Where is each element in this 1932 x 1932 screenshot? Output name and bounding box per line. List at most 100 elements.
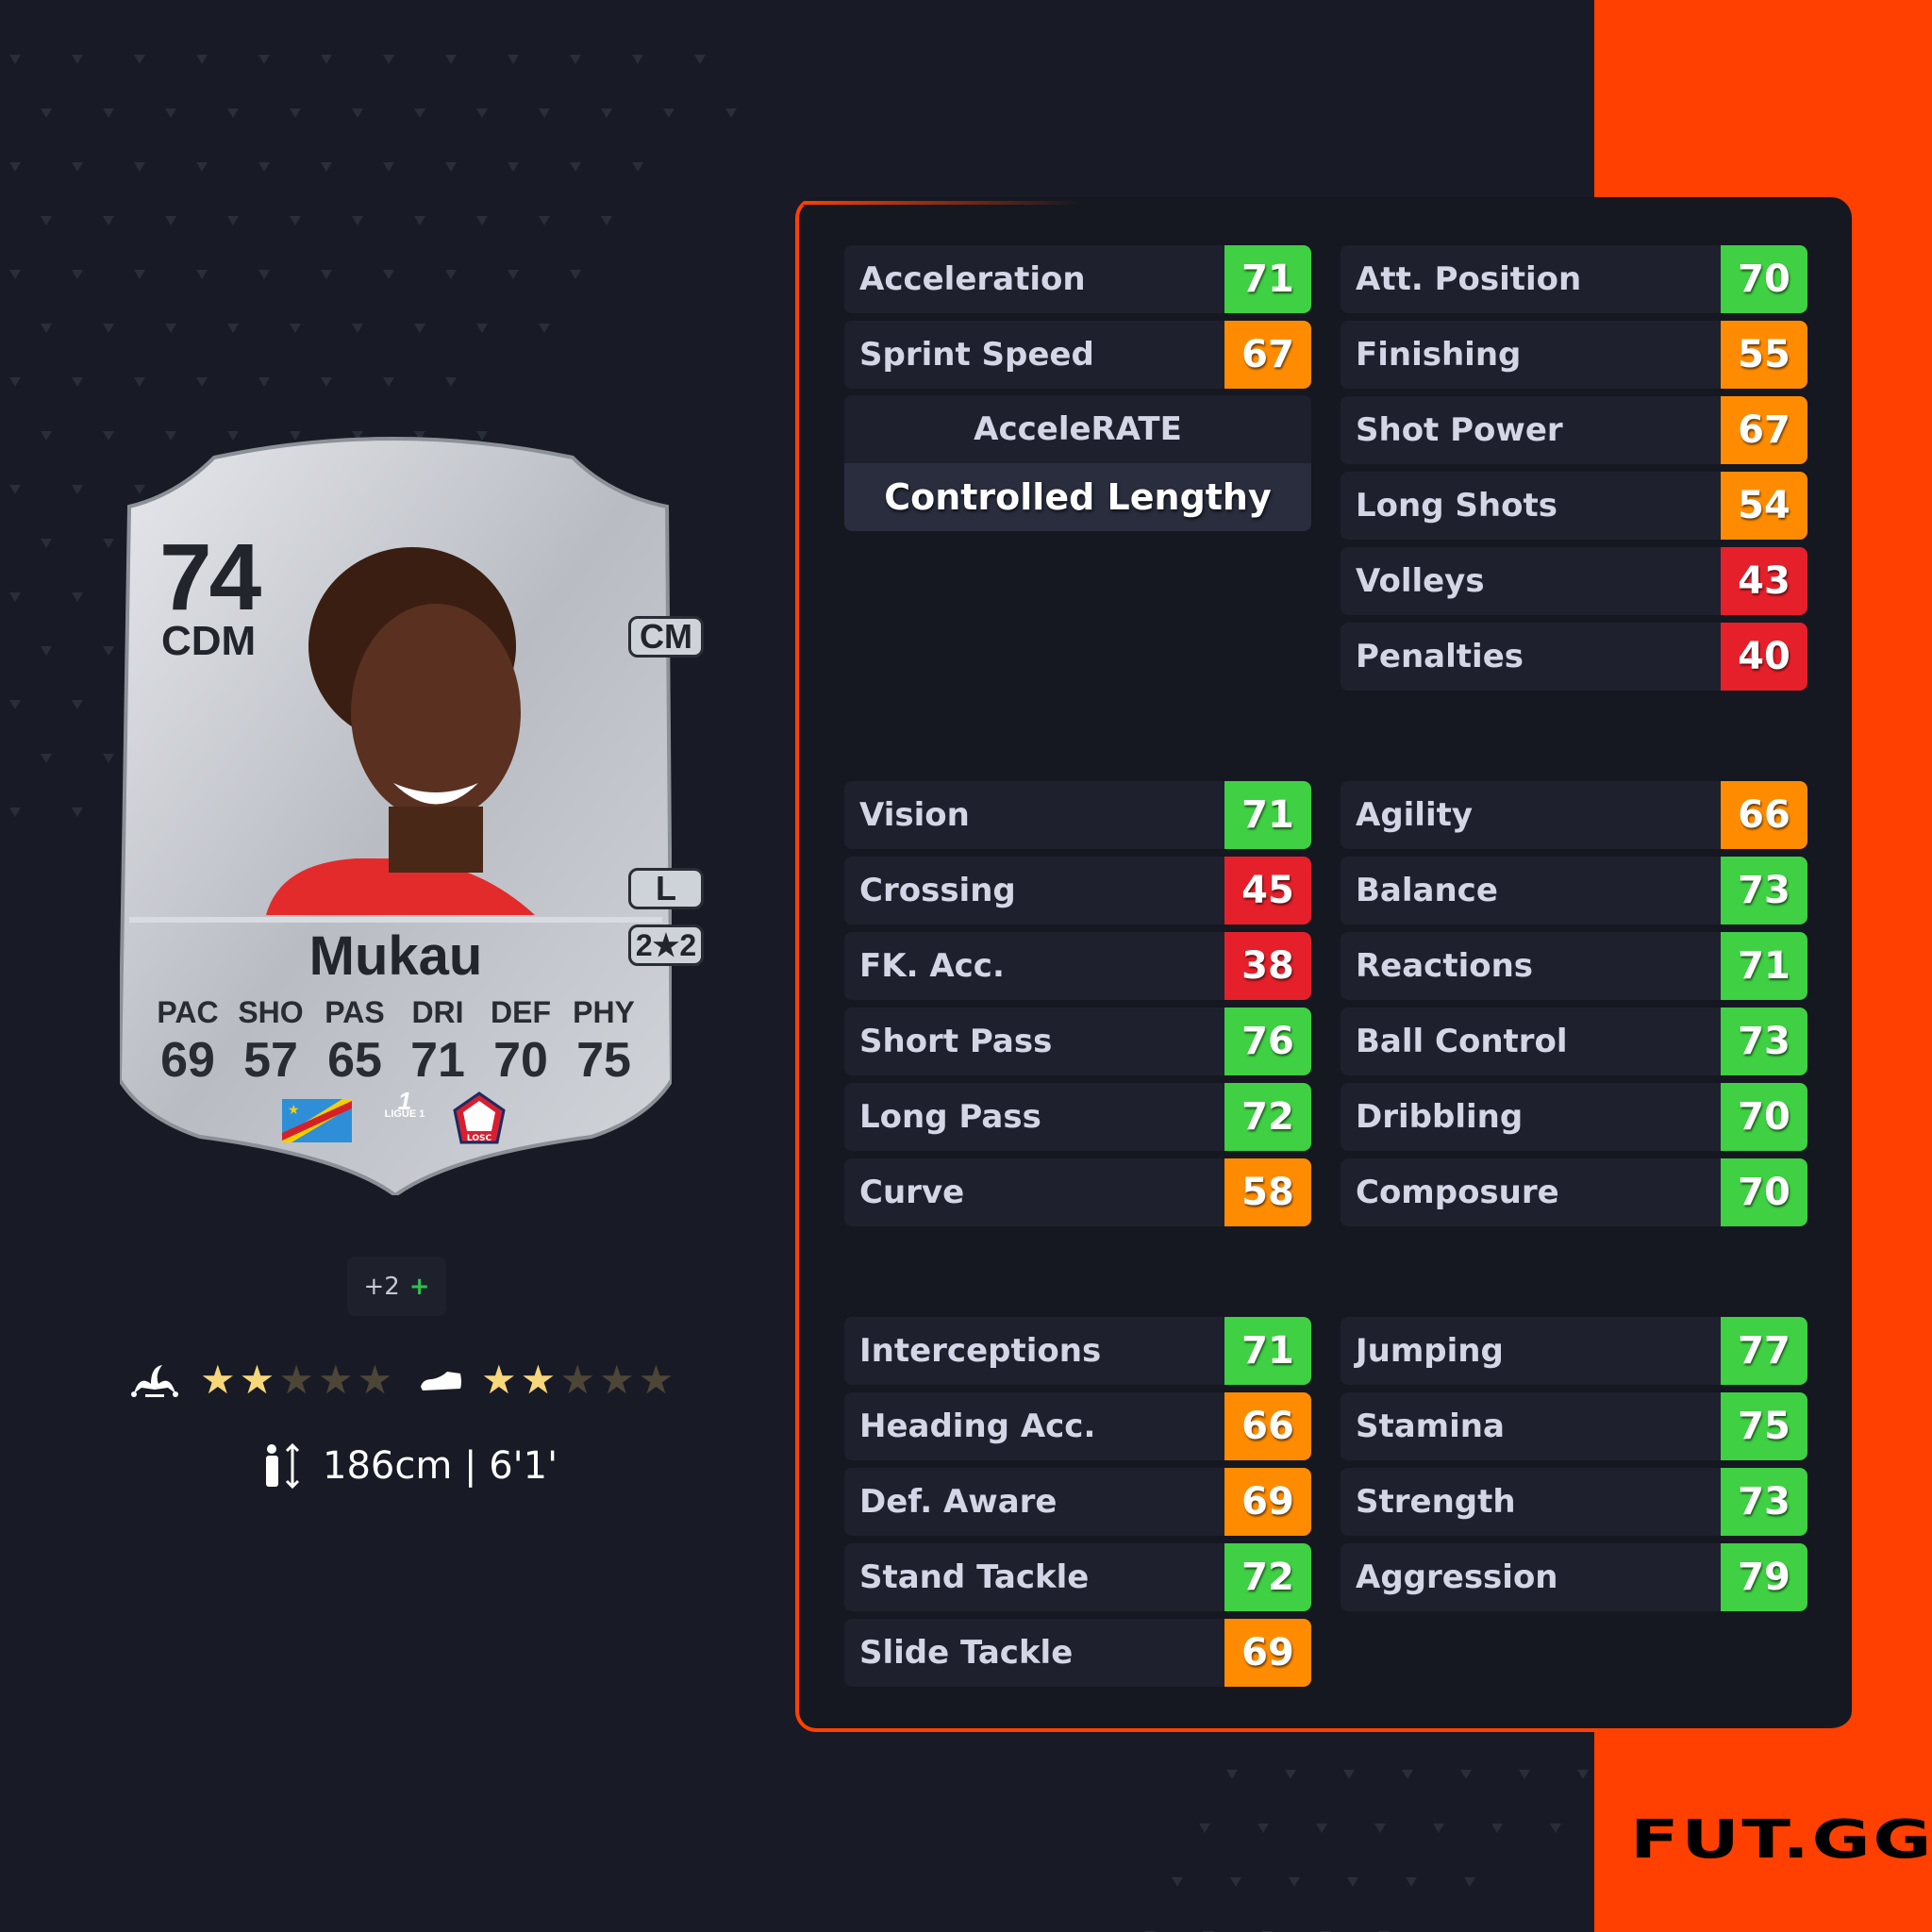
pattern-triangle [476,324,488,333]
stat-value: 73 [1721,1008,1807,1075]
stat-row-aggression: Aggression 79 [1341,1543,1807,1611]
player-name: Mukau [308,925,483,987]
pattern-triangle [1464,1877,1475,1887]
stat-row-heading-acc: Heading Acc. 66 [844,1392,1311,1460]
card-stat-pac: PAC 69 [157,995,219,1088]
stat-label: Heading Acc. [859,1407,1096,1445]
card-stat-dri: DRI 71 [410,995,465,1088]
stat-label: Def. Aware [859,1483,1058,1521]
star-filled-icon: ★ [481,1357,517,1403]
pattern-triangle [352,324,363,333]
pattern-triangle [1226,1770,1238,1779]
star-empty-icon: ★ [598,1357,635,1403]
stat-row-crossing: Crossing 45 [844,857,1311,924]
pattern-triangle [476,216,488,225]
pattern-triangle [41,431,52,441]
star-empty-icon: ★ [559,1357,595,1403]
pattern-triangle [134,270,145,279]
pattern-triangle [570,162,581,172]
stat-value: 40 [1721,623,1807,691]
overall-rating: 74 [159,525,261,630]
pattern-triangle [103,646,114,656]
stat-label: Slide Tackle [859,1634,1074,1672]
card-stat-def: DEF 70 [491,995,551,1088]
stat-value: 71 [1224,245,1311,313]
pattern-triangle [165,108,176,118]
stat-label: Curve [859,1174,965,1211]
stat-row-vision: Vision 71 [844,781,1311,849]
stat-row-strength: Strength 73 [1341,1468,1807,1536]
stat-label: Aggression [1356,1558,1558,1596]
pattern-triangle [601,108,612,118]
pattern-triangle [227,108,239,118]
pattern-triangle [103,324,114,333]
stat-value: 75 [1721,1392,1807,1460]
stat-label: Dribbling [1356,1098,1524,1136]
pattern-triangle [1433,1824,1444,1833]
stat-label: Jumping [1356,1332,1504,1370]
pattern-triangle [1199,1824,1210,1833]
pattern-triangle [72,162,83,172]
pattern-triangle [445,270,457,279]
pattern-triangle [445,377,457,387]
pattern-triangle [1519,1770,1530,1779]
pattern-triangle [9,485,21,494]
pattern-triangle [165,324,176,333]
pattern-triangle [1374,1824,1386,1833]
stat-value: 70 [1721,245,1807,313]
nation-flag: ★ [282,1099,352,1142]
stat-label: Ball Control [1356,1023,1568,1060]
card-stat-sho: SHO 57 [238,995,304,1088]
pattern-triangle [694,55,706,64]
stat-row-long-shots: Long Shots 54 [1341,472,1807,540]
extra-positions-count: +2 [363,1272,400,1301]
stat-row-long-pass: Long Pass 72 [844,1083,1311,1151]
pattern-triangle [539,216,550,225]
skill-moves: ★ ★ ★ ★ ★ [130,1358,392,1402]
stat-value: 71 [1224,781,1311,849]
pattern-triangle [258,377,270,387]
stat-row-curve: Curve 58 [844,1158,1311,1226]
pattern-triangle [41,324,52,333]
pattern-triangle [72,592,83,602]
stat-row-dribbling: Dribbling 70 [1341,1083,1807,1151]
pattern-triangle [9,162,21,172]
stat-row-jumping: Jumping 77 [1341,1317,1807,1385]
pattern-triangle [632,55,643,64]
work-rates-badge: 2★2 [628,924,704,966]
pattern-triangle [41,216,52,225]
stat-value: 66 [1721,781,1807,849]
pattern-triangle [103,216,114,225]
pattern-triangle [1577,1770,1589,1779]
stat-row-composure: Composure 70 [1341,1158,1807,1226]
stat-label: Vision [859,796,970,834]
stat-row-reactions: Reactions 71 [1341,932,1807,1000]
stat-row-agility: Agility 66 [1341,781,1807,849]
pattern-triangle [414,431,425,441]
stat-row-short-pass: Short Pass 76 [844,1008,1311,1075]
pattern-triangle [321,270,332,279]
player-card: 74 CDM CM L 2★2 Mukau PAC 69 SHO 57 PAS 65 … [120,429,704,1195]
stat-label: Acceleration [859,260,1086,298]
pattern-triangle [258,55,270,64]
stat-value: 54 [1721,472,1807,540]
pattern-triangle [1460,1770,1472,1779]
pattern-triangle [290,108,301,118]
svg-text:LOSC: LOSC [467,1134,492,1143]
stat-label: Volleys [1356,562,1485,600]
pattern-triangle [196,55,208,64]
pattern-triangle [227,324,239,333]
jester-hat-icon [131,1365,178,1397]
pattern-triangle [601,216,612,225]
pattern-triangle [414,216,425,225]
extra-positions-button[interactable]: +2 + [347,1257,446,1316]
stat-label: Att. Position [1356,260,1582,298]
pattern-triangle [72,485,83,494]
star-filled-icon: ★ [200,1357,236,1403]
stat-label: Balance [1356,872,1498,909]
pattern-triangle [414,324,425,333]
pattern-triangle [9,808,21,817]
height-text: 186cm | 6'1' [323,1444,558,1488]
stat-label: Sprint Speed [859,336,1094,374]
